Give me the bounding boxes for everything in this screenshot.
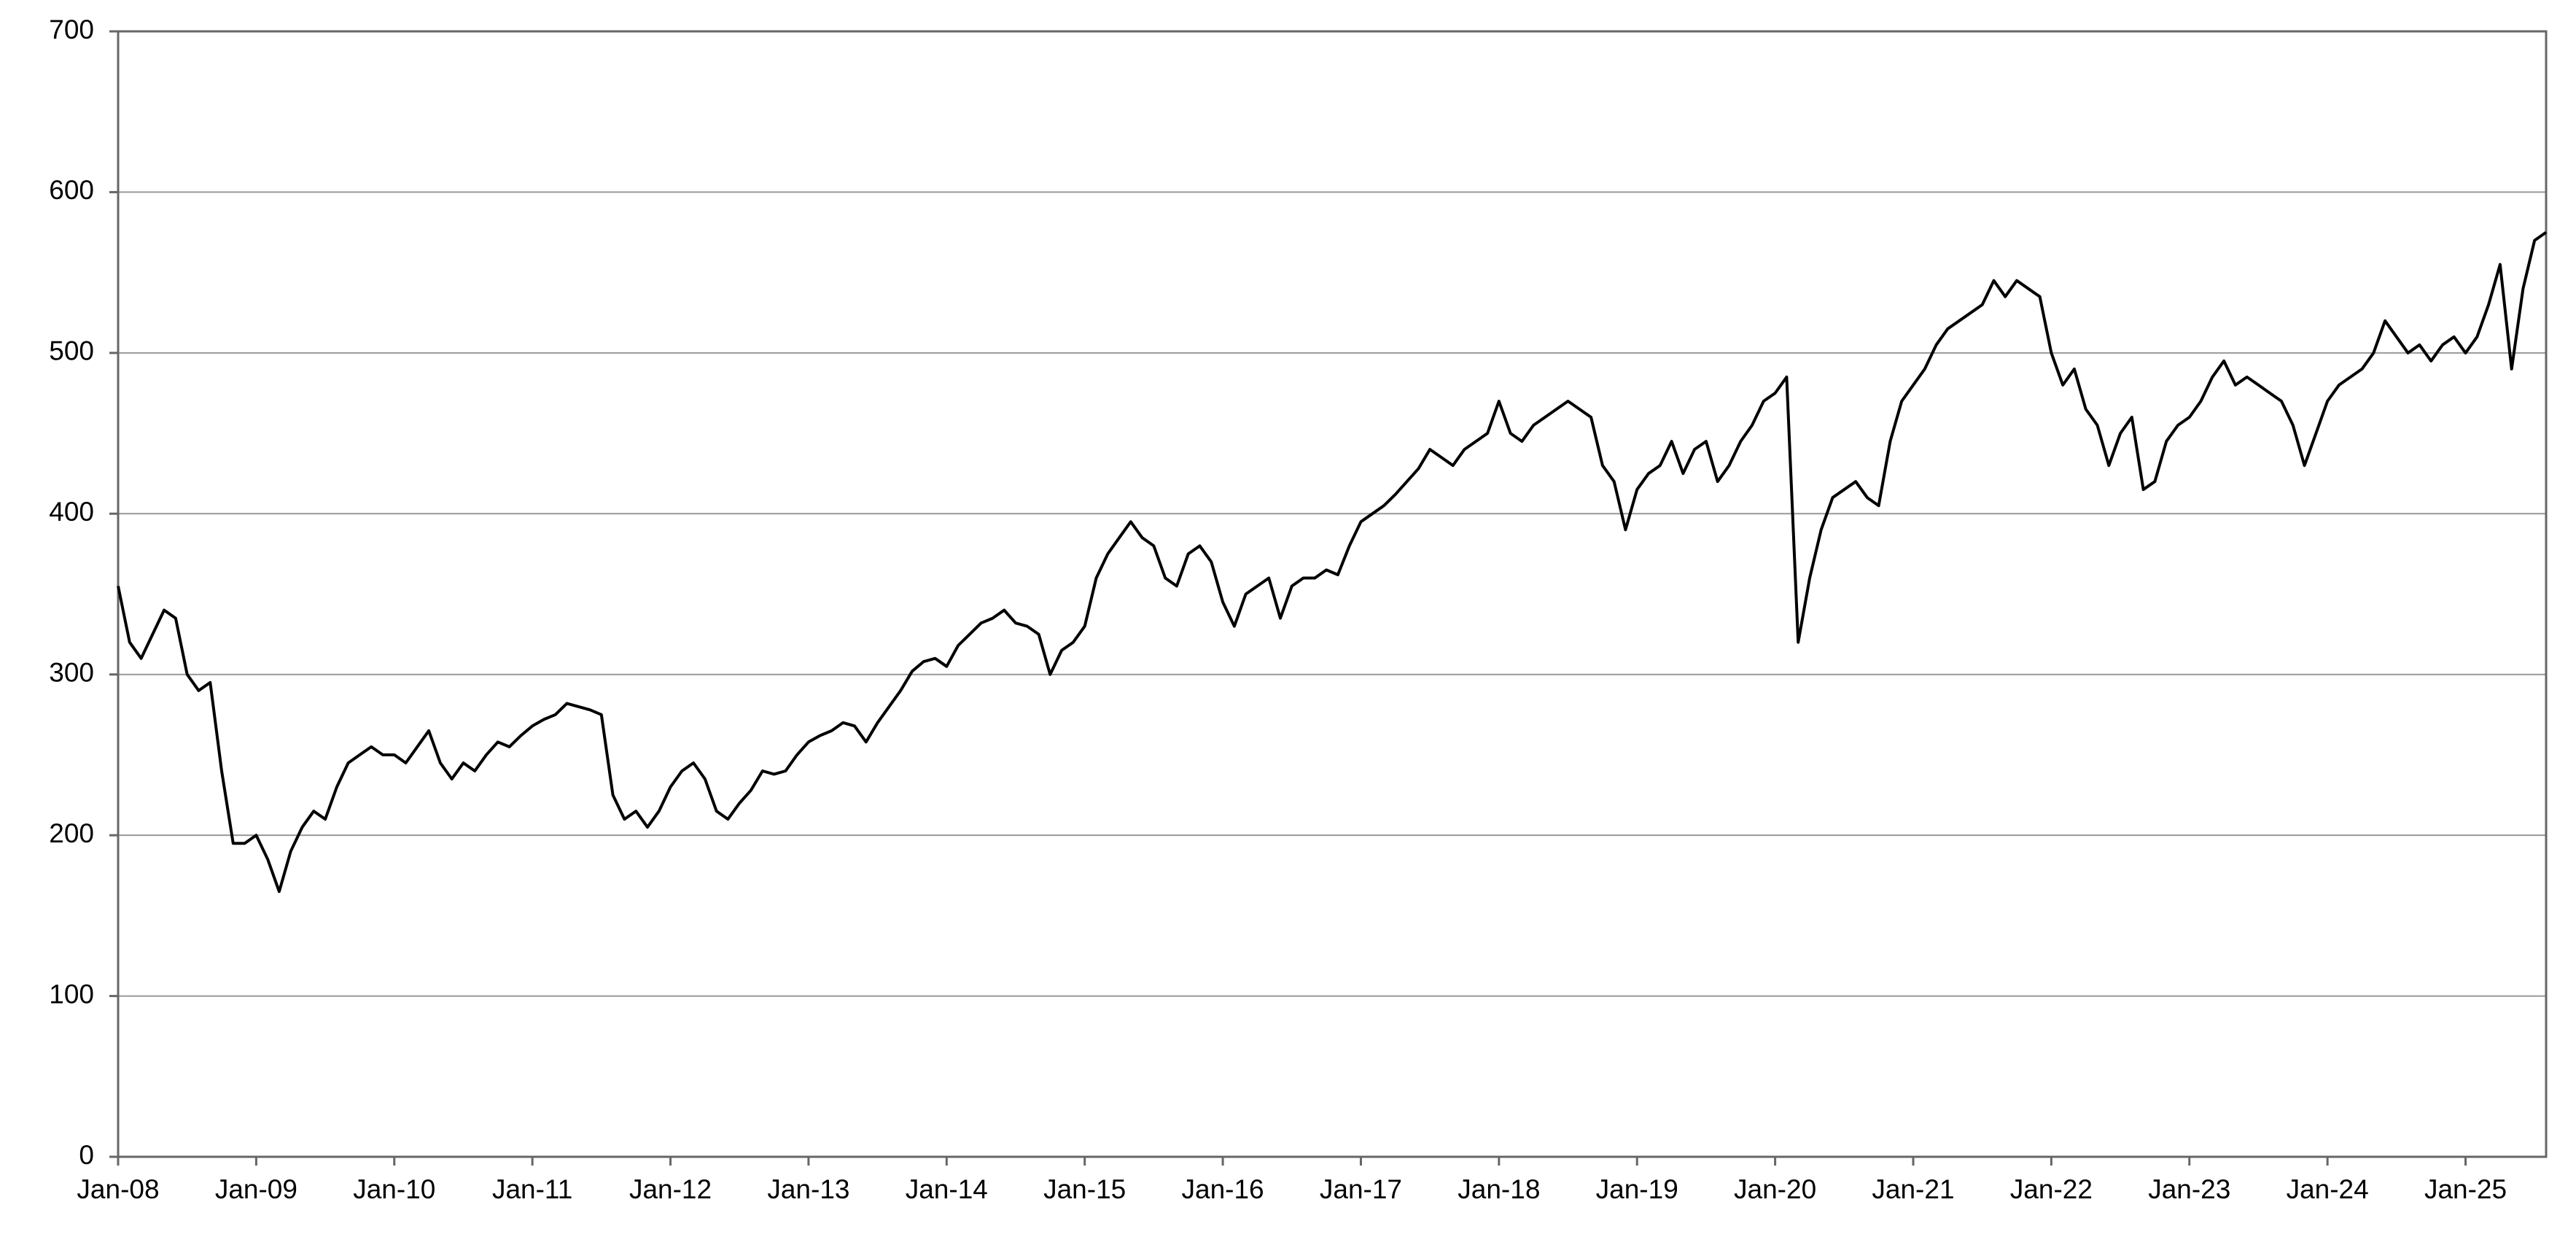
x-tick-label: Jan-11 xyxy=(492,1174,572,1204)
x-tick-label: Jan-24 xyxy=(2287,1174,2369,1204)
x-tick-label: Jan-25 xyxy=(2424,1174,2507,1204)
x-tick-label: Jan-17 xyxy=(1320,1174,1402,1204)
price-line xyxy=(117,230,2548,893)
y-tick-label: 500 xyxy=(49,336,94,366)
x-tick-label: Jan-22 xyxy=(2010,1174,2093,1204)
y-tick-label: 100 xyxy=(49,979,94,1009)
x-tick-label: Jan-14 xyxy=(906,1174,988,1204)
y-tick-label: 0 xyxy=(79,1140,94,1170)
x-tick-label: Jan-15 xyxy=(1043,1174,1126,1204)
x-tick-label: Jan-18 xyxy=(1458,1174,1540,1204)
plot-frame xyxy=(117,30,2548,1158)
x-tick-label: Jan-20 xyxy=(1734,1174,1816,1204)
x-tick-label: Jan-12 xyxy=(629,1174,712,1204)
x-tick-label: Jan-16 xyxy=(1182,1174,1264,1204)
x-tick-label: Jan-13 xyxy=(767,1174,849,1204)
x-tick-label: Jan-08 xyxy=(77,1174,159,1204)
y-tick-label: 700 xyxy=(49,15,94,44)
x-tick-label: Jan-21 xyxy=(1872,1174,1954,1204)
x-tick-label: Jan-09 xyxy=(215,1174,297,1204)
y-tick-label: 400 xyxy=(49,497,94,527)
x-tick-label: Jan-10 xyxy=(353,1174,435,1204)
y-tick-label: 300 xyxy=(49,657,94,687)
y-tick-label: 600 xyxy=(49,175,94,205)
y-tick-label: 200 xyxy=(49,818,94,848)
x-tick-label: Jan-19 xyxy=(1596,1174,1678,1204)
x-tick-label: Jan-23 xyxy=(2148,1174,2230,1204)
